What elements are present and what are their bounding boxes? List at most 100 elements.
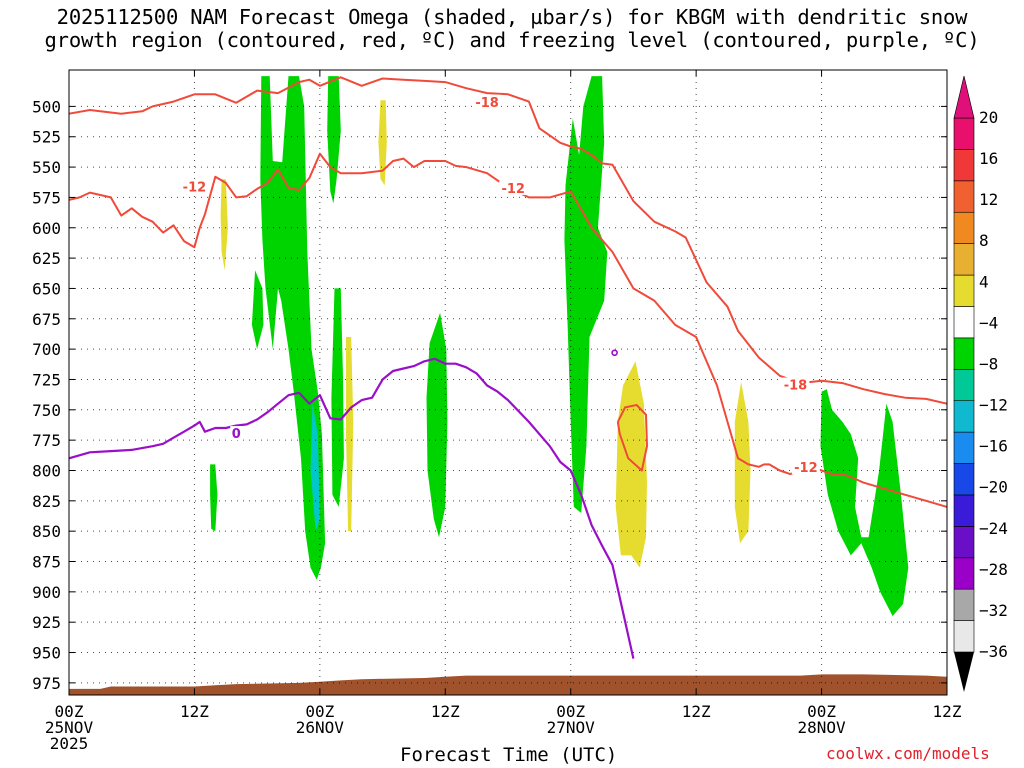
y-tick-label: 975 bbox=[32, 674, 61, 693]
x-tick-label: 00Z bbox=[556, 702, 585, 721]
y-tick-label: 950 bbox=[32, 644, 61, 663]
omega-shade-13 bbox=[734, 381, 751, 544]
y-tick-label: 675 bbox=[32, 310, 61, 329]
contour-layer bbox=[68, 76, 948, 659]
contour-label-5: 0 bbox=[232, 427, 241, 442]
colorbar-swatch-2 bbox=[953, 557, 975, 590]
contour-label-bg bbox=[781, 377, 810, 392]
colorbar-swatch-8 bbox=[953, 368, 975, 402]
colorbar-label: −32 bbox=[979, 601, 1008, 620]
x-tick-label: 26NOV bbox=[296, 718, 345, 737]
contour-label-4: -12 bbox=[794, 461, 818, 476]
x-tick-label: 12Z bbox=[431, 702, 460, 721]
chart-title: 2025112500 NAM Forecast Omega (shaded, µ… bbox=[0, 6, 1024, 52]
x-tick-label: 00Z bbox=[305, 702, 334, 721]
omega-shade-3 bbox=[327, 76, 341, 204]
colorbar-swatch-0 bbox=[953, 620, 975, 653]
contour-label-bg bbox=[180, 179, 209, 194]
x-tick-label: 28NOV bbox=[797, 718, 846, 737]
y-tick-label: 525 bbox=[32, 128, 61, 147]
x-tick-label: 12Z bbox=[180, 702, 209, 721]
colorbar-label: 20 bbox=[979, 108, 998, 127]
y-tick-label: 700 bbox=[32, 340, 61, 359]
colorbar-label: −20 bbox=[979, 478, 1008, 497]
colorbar-label: −16 bbox=[979, 437, 1008, 456]
omega-shade-5 bbox=[426, 312, 448, 538]
freezing-level-dot bbox=[611, 349, 618, 357]
colorbar-swatch-11 bbox=[953, 274, 975, 307]
y-tick-label: 875 bbox=[32, 553, 61, 572]
colorbar-swatch-15 bbox=[953, 149, 975, 182]
y-tick-label: 900 bbox=[32, 583, 61, 602]
colorbar-label: −28 bbox=[979, 560, 1008, 579]
y-tick-label: 500 bbox=[32, 97, 61, 116]
colorbar-label: 12 bbox=[979, 190, 998, 209]
y-tick-label: 800 bbox=[32, 461, 61, 480]
plot-frame bbox=[68, 69, 948, 696]
y-tick-label: 550 bbox=[32, 158, 61, 177]
omega-shade-7 bbox=[820, 389, 909, 617]
omega-shade-2 bbox=[310, 403, 320, 532]
contour-label-2: -12 bbox=[501, 182, 525, 197]
contour-label-bg bbox=[791, 460, 820, 475]
colorbar-label: 4 bbox=[979, 272, 989, 291]
y-tick-label: 650 bbox=[32, 279, 61, 298]
x-tick-label: 00Z bbox=[807, 702, 836, 721]
dendritic-contour-upper bbox=[68, 76, 948, 405]
colorbar-label: −4 bbox=[979, 313, 998, 332]
colorbar-swatch-13 bbox=[953, 211, 975, 244]
omega-shade-11 bbox=[346, 337, 354, 532]
contour-label-0: -18 bbox=[475, 96, 499, 111]
y-tick-label: 600 bbox=[32, 219, 61, 238]
terrain-layer bbox=[69, 674, 947, 695]
x-tick-label: 2025 bbox=[50, 734, 89, 753]
freezing-level-contour bbox=[68, 357, 635, 659]
y-tick-label: 850 bbox=[32, 522, 61, 541]
dendritic-contour-loop bbox=[616, 404, 648, 472]
omega-shade-6 bbox=[564, 76, 608, 513]
colorbar-label: −36 bbox=[979, 642, 1008, 661]
axes-layer: 500 525 550 575 600 625 650 675 700 725 750 775 800 8… bbox=[32, 70, 962, 753]
dendritic-contour-lower bbox=[68, 152, 948, 508]
y-tick-label: 925 bbox=[32, 613, 61, 632]
omega-shade-1 bbox=[251, 270, 264, 350]
omega-shade-10 bbox=[378, 100, 387, 186]
y-tick-label: 775 bbox=[32, 431, 61, 450]
y-tick-label: 575 bbox=[32, 188, 61, 207]
grid-layer bbox=[69, 70, 947, 695]
x-tick-label: 27NOV bbox=[547, 718, 596, 737]
y-tick-label: 625 bbox=[32, 249, 61, 268]
colorbar-swatch-9 bbox=[953, 337, 975, 370]
contour-label-3: -18 bbox=[784, 379, 808, 394]
colorbar-swatch-4 bbox=[953, 494, 975, 527]
x-axis-label: Forecast Time (UTC) bbox=[400, 744, 618, 766]
colorbar-swatch-5 bbox=[953, 463, 975, 496]
credit-link[interactable]: coolwx.com/models bbox=[826, 744, 990, 763]
omega-shade-8 bbox=[210, 464, 218, 532]
title-line-1: 2025112500 NAM Forecast Omega (shaded, µ… bbox=[56, 5, 968, 29]
colorbar-swatch-3 bbox=[953, 526, 975, 559]
colorbar-label: 8 bbox=[979, 231, 989, 250]
contour-label-bg bbox=[230, 426, 243, 441]
colorbar-swatch-6 bbox=[953, 431, 975, 464]
colorbar-swatch-1 bbox=[953, 588, 975, 621]
x-tick-label: 12Z bbox=[933, 702, 962, 721]
colorbar-label: 16 bbox=[979, 149, 998, 168]
title-line-2: growth region (contoured, red, ºC) and f… bbox=[44, 28, 980, 52]
colorbar-swatch-7 bbox=[953, 400, 975, 433]
omega-shading-layer bbox=[210, 76, 909, 617]
terrain-fill bbox=[69, 674, 947, 695]
contour-label-1: -12 bbox=[183, 181, 207, 196]
colorbar-swatch-12 bbox=[953, 243, 975, 276]
contour-label-layer: -18 -12 -12 -18 -12 0 bbox=[180, 94, 820, 476]
colorbar-swatch-10 bbox=[953, 306, 975, 339]
colorbar-top-arrow bbox=[953, 75, 975, 119]
contour-label-bg bbox=[473, 94, 502, 109]
colorbar-label: −12 bbox=[979, 396, 1008, 415]
colorbar-swatch-14 bbox=[953, 180, 975, 213]
colorbar-bottom-arrow bbox=[954, 652, 974, 692]
omega-shade-12 bbox=[615, 361, 647, 568]
colorbar-swatch-16 bbox=[953, 117, 975, 150]
y-tick-label: 725 bbox=[32, 370, 61, 389]
